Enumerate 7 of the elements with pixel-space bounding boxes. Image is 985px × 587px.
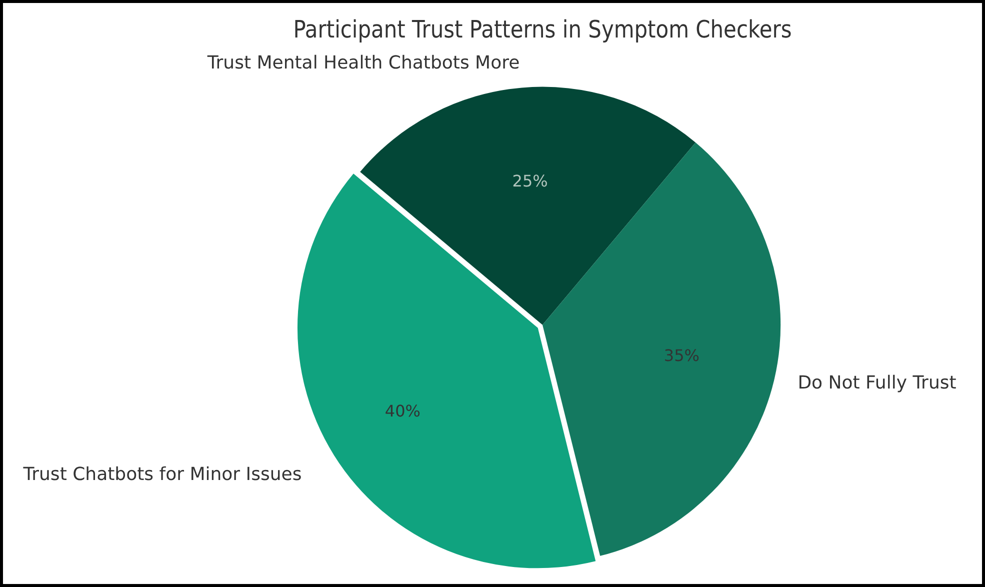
slice-label: Do Not Fully Trust [798, 372, 956, 394]
data-label: 35% [664, 346, 700, 366]
data-label: 25% [512, 172, 548, 191]
data-label: 40% [384, 401, 420, 420]
slice-label: Trust Chatbots for Minor Issues [22, 464, 302, 486]
chart-title: Participant Trust Patterns in Symptom Checkers [293, 16, 792, 44]
slice-label: Trust Mental Health Chatbots More [206, 52, 520, 74]
